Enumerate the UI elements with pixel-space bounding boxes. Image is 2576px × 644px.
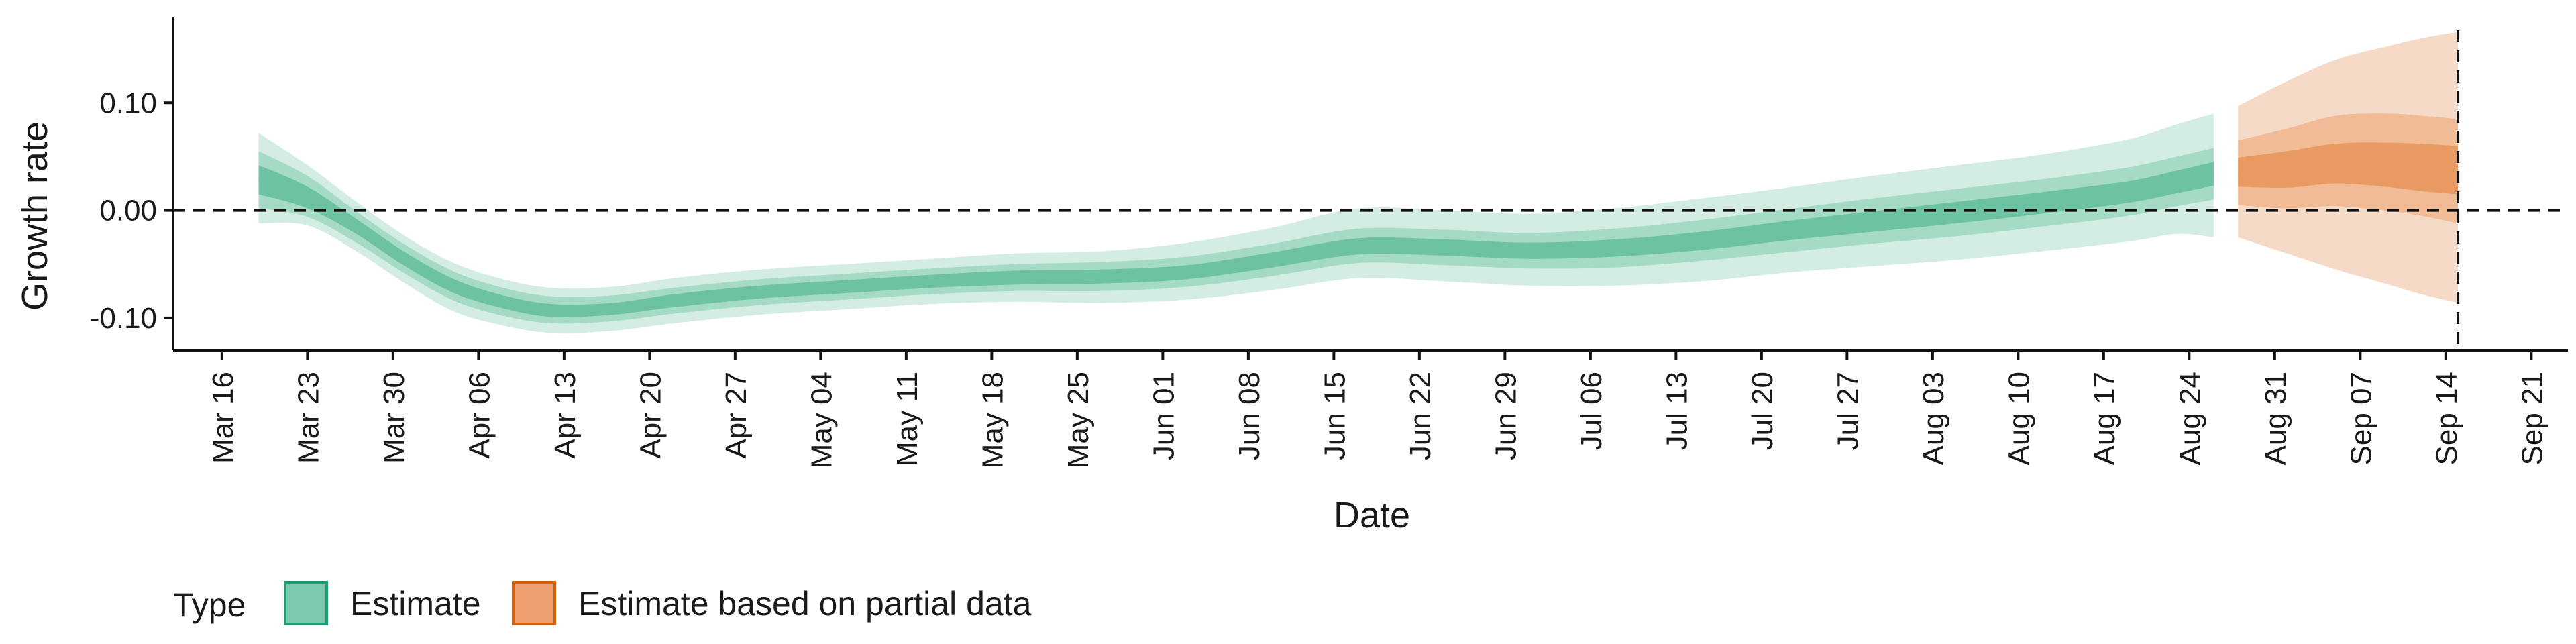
x-tick-label: Mar 16 bbox=[207, 372, 239, 464]
x-tick-label: Aug 03 bbox=[1917, 372, 1950, 465]
x-tick-label: Jul 13 bbox=[1660, 372, 1693, 450]
y-tick-label: 0.10 bbox=[99, 87, 157, 119]
legend: Type Estimate Estimate based on partial … bbox=[173, 581, 1032, 625]
ticks-layer: -0.10 0.00 0.10 Mar 16 Mar 23 Mar 30 Apr 06 Apr… bbox=[90, 87, 2549, 468]
x-tick-label: May 11 bbox=[891, 372, 924, 466]
x-tick-label: Apr 06 bbox=[463, 372, 496, 459]
legend-swatch-estimate bbox=[284, 581, 328, 625]
legend-swatch-partial bbox=[512, 581, 556, 625]
x-tick-label: Sep 14 bbox=[2430, 372, 2463, 465]
x-tick-label: Aug 17 bbox=[2088, 372, 2121, 465]
x-tick-label: Apr 27 bbox=[720, 372, 753, 459]
x-tick-label: Sep 07 bbox=[2345, 372, 2377, 465]
x-tick-label: Mar 23 bbox=[292, 372, 325, 464]
x-tick-label: Mar 30 bbox=[378, 372, 411, 464]
x-tick-label: Apr 13 bbox=[549, 372, 582, 459]
median-line-estimate bbox=[258, 172, 2214, 313]
x-tick-label: Jul 20 bbox=[1746, 372, 1779, 450]
x-tick-label: Aug 10 bbox=[2002, 372, 2035, 465]
legend-label-partial: Estimate based on partial data bbox=[578, 585, 1032, 623]
x-tick-label: Jun 29 bbox=[1489, 372, 1522, 460]
band-outer-estimate bbox=[258, 113, 2214, 333]
x-tick-label: Jun 22 bbox=[1404, 372, 1437, 460]
x-tick-label: Jun 01 bbox=[1147, 372, 1180, 460]
y-tick-label: -0.10 bbox=[90, 302, 157, 335]
x-axis-title: Date bbox=[1334, 495, 1410, 535]
y-axis-title: Growth rate bbox=[15, 121, 55, 311]
axes-layer bbox=[172, 17, 2568, 352]
x-tick-label: Sep 21 bbox=[2516, 372, 2548, 465]
x-tick-label: Aug 24 bbox=[2174, 372, 2206, 465]
lines-layer bbox=[258, 160, 2459, 313]
legend-label-estimate: Estimate bbox=[350, 585, 481, 623]
x-tick-label: May 18 bbox=[976, 372, 1009, 468]
x-tick-label: Jun 08 bbox=[1233, 372, 1266, 460]
x-tick-label: May 04 bbox=[805, 372, 838, 468]
x-tick-label: Apr 20 bbox=[634, 372, 667, 459]
x-tick-label: May 25 bbox=[1062, 372, 1095, 468]
legend-title: Type bbox=[173, 586, 246, 624]
x-tick-label: Jun 15 bbox=[1318, 372, 1351, 460]
bands-layer bbox=[258, 32, 2459, 333]
x-tick-label: Jul 27 bbox=[1831, 372, 1864, 450]
x-tick-label: Aug 31 bbox=[2259, 372, 2292, 465]
y-tick-label: 0.00 bbox=[99, 195, 157, 227]
median-line-partial bbox=[2238, 160, 2459, 174]
band-inner-partial bbox=[2238, 142, 2459, 195]
x-tick-label: Jul 06 bbox=[1575, 372, 1608, 450]
